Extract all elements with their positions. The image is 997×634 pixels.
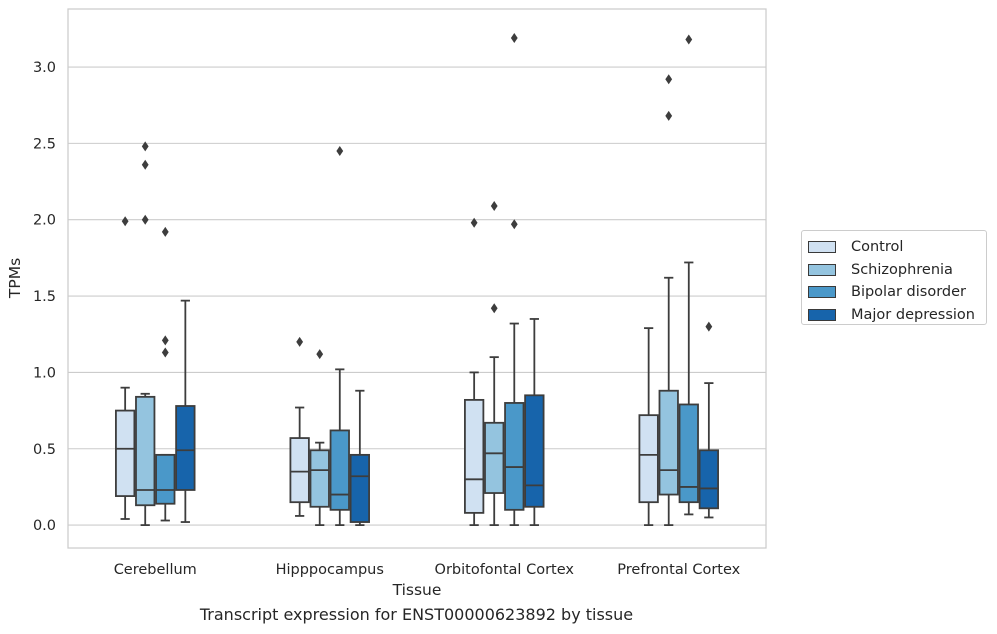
outlier-point [161, 226, 169, 237]
iqr-box [464, 398, 485, 514]
outlier-point [490, 303, 498, 314]
outlier-point [490, 200, 498, 211]
iqr-box [524, 394, 545, 508]
legend-label: Major depression [851, 306, 975, 323]
chart-title: Transcript expression for ENST0000062389… [199, 605, 634, 624]
y-tick-label: 1.0 [33, 365, 56, 381]
box-major-depression [698, 321, 719, 519]
y-tick-label: 0.5 [33, 442, 56, 458]
iqr-box [175, 405, 196, 491]
iqr-box [349, 453, 370, 523]
boxes [115, 33, 719, 526]
legend-item: Bipolar disorder [808, 281, 986, 304]
outlier-point [665, 110, 673, 121]
box-bipolar-disorder [504, 33, 525, 526]
legend: Control Schizophrenia Bipolar disorder Majo… [801, 230, 987, 325]
box-major-depression [349, 389, 370, 526]
box-bipolar-disorder [329, 146, 350, 526]
iqr-box [309, 449, 330, 508]
iqr-box [698, 449, 719, 510]
outlier-point [705, 321, 713, 332]
y-tick-label: 2.5 [33, 136, 56, 152]
legend-item: Schizophrenia [808, 259, 986, 282]
box-bipolar-disorder [678, 34, 699, 516]
outlier-point [141, 159, 149, 170]
box-major-depression [175, 299, 196, 523]
y-axis-ticks: 0.0 0.5 1.0 1.5 2.0 2.5 3.0 [33, 60, 56, 534]
iqr-box [289, 437, 310, 504]
box-control [638, 327, 659, 526]
outlier-point [161, 335, 169, 346]
y-tick-label: 2.0 [33, 213, 56, 229]
outlier-point [141, 214, 149, 225]
box-control [115, 216, 136, 520]
legend-swatch [808, 263, 836, 276]
y-tick-label: 0.0 [33, 518, 56, 534]
outlier-point [141, 141, 149, 152]
outlier-point [470, 217, 478, 228]
outlier-point [510, 219, 518, 230]
iqr-box [484, 421, 505, 494]
box-schizophrenia [658, 74, 679, 526]
x-tick-label: Cerebellum [114, 562, 197, 578]
iqr-box [115, 409, 136, 497]
y-tick-label: 1.5 [33, 289, 56, 305]
legend-label: Schizophrenia [851, 261, 953, 278]
iqr-box [638, 414, 659, 504]
x-axis-ticks: Cerebellum Hipppocampus Orbitofontal Corte… [114, 562, 741, 578]
legend-swatch [808, 241, 836, 254]
legend-label: Bipolar disorder [851, 284, 966, 301]
legend-item: Major depression [808, 304, 986, 327]
box-control [289, 336, 310, 517]
iqr-box [658, 389, 679, 496]
x-tick-label: Prefrontal Cortex [617, 562, 740, 578]
legend-swatch [808, 308, 836, 321]
box-bipolar-disorder [155, 226, 176, 522]
iqr-box [135, 395, 156, 507]
legend-label: Control [851, 239, 904, 256]
box-major-depression [524, 318, 545, 526]
outlier-point [336, 146, 344, 157]
outlier-point [161, 347, 169, 358]
legend-swatch [808, 286, 836, 299]
outlier-point [665, 74, 673, 85]
outlier-point [121, 216, 129, 227]
y-tick-label: 3.0 [33, 60, 56, 76]
plot-area-frame [67, 8, 767, 549]
iqr-box [504, 402, 525, 511]
outlier-point [685, 34, 693, 45]
legend-item: Control [808, 236, 986, 259]
box-schizophrenia [135, 141, 156, 526]
box-schizophrenia [309, 349, 330, 526]
x-tick-label: Hipppocampus [276, 562, 384, 578]
iqr-box [678, 403, 699, 504]
outlier-point [296, 336, 304, 347]
box-control [464, 217, 485, 526]
x-axis-label: Tissue [392, 581, 442, 599]
outlier-point [510, 33, 518, 44]
iqr-box [155, 453, 176, 505]
x-tick-label: Orbitofontal Cortex [435, 562, 575, 578]
box-schizophrenia [484, 200, 505, 526]
y-axis-label: TPMs [6, 258, 24, 299]
iqr-box [329, 429, 350, 511]
outlier-point [316, 349, 324, 360]
